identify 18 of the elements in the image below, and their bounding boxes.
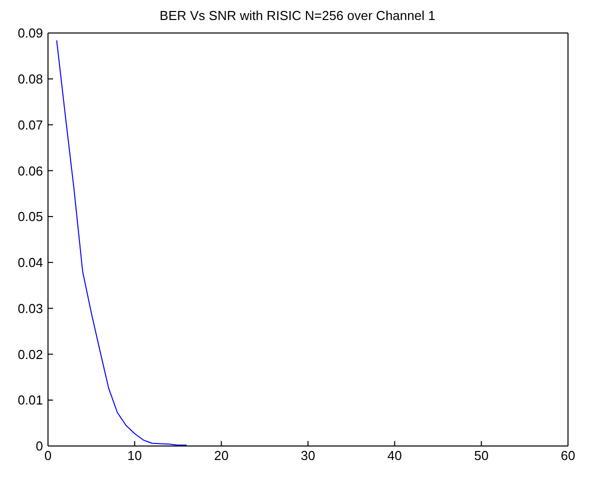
y-tick-label: 0.09 [18,26,43,41]
y-tick-label: 0.01 [18,392,43,408]
x-tick-label: 50 [474,448,489,464]
chart-title: BER Vs SNR with RISIC N=256 over Channel 1 [158,8,436,24]
y-tick-label: 0.08 [18,72,43,87]
y-tick-label: 0.02 [18,346,43,362]
y-tick-label: 0.03 [18,300,43,316]
y-tick-label: 0.07 [18,117,43,132]
y-tick-label: 0.04 [18,255,43,270]
x-tick-label: 60 [560,448,576,464]
y-tick-label: 0.06 [18,163,43,178]
x-tick-label: 30 [300,448,316,464]
x-tick-label: 20 [214,448,229,464]
x-tick-label: 40 [387,448,402,464]
y-tick-label: 0.05 [18,209,43,224]
y-tick-label: 0 [36,438,43,454]
x-tick-label: 10 [127,448,142,464]
line-series [56,40,188,446]
